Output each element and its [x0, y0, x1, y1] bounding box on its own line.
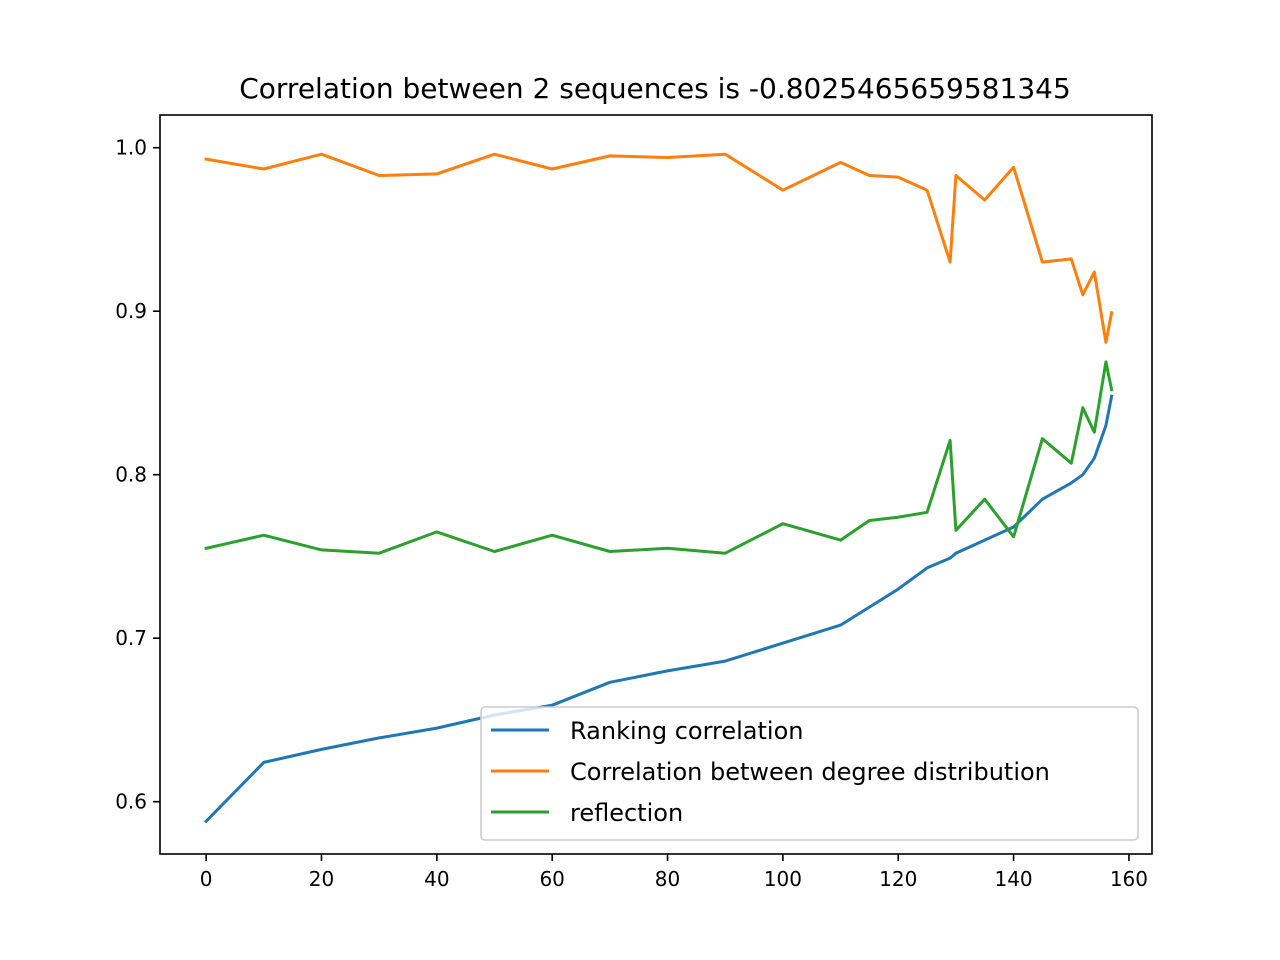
x-tick-label: 120 [879, 867, 917, 891]
series-lines [203, 152, 1114, 824]
x-axis: 0 20 40 60 80 100 120 140 160 [200, 854, 1148, 891]
x-tick-label: 140 [994, 867, 1032, 891]
plot-area: Ranking correlation Correlation between d… [115, 114, 1153, 891]
y-tick-label: 0.9 [115, 299, 147, 323]
x-tick-label: 160 [1110, 867, 1148, 891]
legend-label-3: reflection [570, 799, 683, 827]
x-tick-label: 100 [764, 867, 802, 891]
x-tick-label: 40 [424, 867, 449, 891]
series-line-3 [204, 360, 1114, 555]
x-tick-label: 0 [200, 867, 213, 891]
y-tick-label: 0.8 [115, 463, 147, 487]
series-line-1 [203, 394, 1114, 824]
y-tick-label: 0.7 [115, 626, 147, 650]
y-axis: 0.6 0.7 0.8 0.9 1.0 [115, 136, 160, 814]
x-tick-label: 60 [539, 867, 564, 891]
legend: Ranking correlation Correlation between d… [480, 706, 1139, 841]
series-line-2 [204, 152, 1114, 344]
axes-frame [159, 114, 1153, 855]
legend-box [480, 706, 1139, 841]
x-tick-label: 20 [309, 867, 334, 891]
y-tick-label: 0.6 [115, 790, 147, 814]
chart-title: Correlation between 2 sequences is -0.80… [239, 72, 1071, 105]
legend-label-1: Ranking correlation [570, 717, 803, 745]
y-tick-label: 1.0 [115, 136, 147, 160]
x-tick-label: 80 [655, 867, 680, 891]
legend-label-2: Correlation between degree distribution [570, 758, 1050, 786]
